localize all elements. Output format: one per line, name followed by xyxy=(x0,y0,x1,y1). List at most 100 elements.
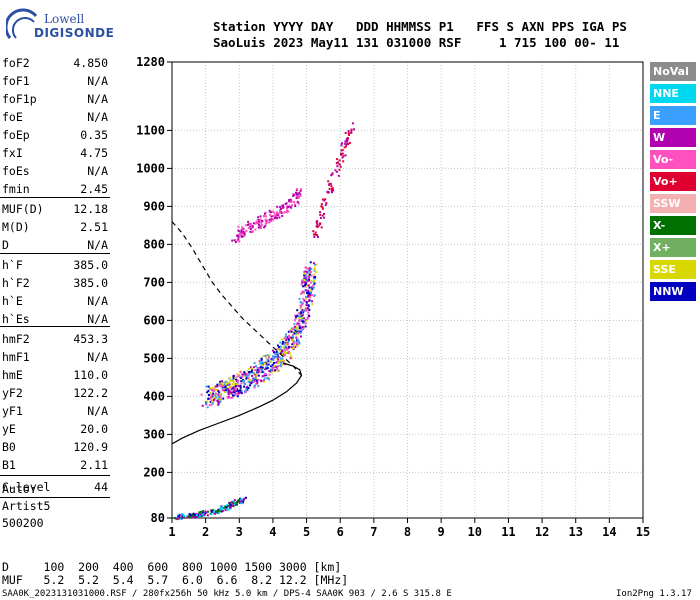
echo-pixel xyxy=(308,286,311,289)
echo-pixel xyxy=(240,230,243,233)
echo-pixel xyxy=(293,203,296,206)
echo-pixel xyxy=(251,369,253,372)
echo-pixel xyxy=(226,391,229,393)
echo-pixel xyxy=(256,381,259,384)
echo-pixel xyxy=(279,357,282,360)
echo-pixel xyxy=(233,391,236,394)
echo-pixel xyxy=(316,220,319,223)
echo-pixel xyxy=(278,346,281,348)
echo-pixel xyxy=(237,233,240,236)
echo-pixel xyxy=(322,207,324,210)
echo-pixel xyxy=(197,514,200,517)
param-row-foes: foEs N/A xyxy=(2,164,108,182)
echo-pixel xyxy=(215,510,218,513)
param-label: MUF(D) xyxy=(2,202,44,216)
echo-pixel xyxy=(344,154,347,157)
echo-pixel xyxy=(294,329,297,332)
x-tick-label: 6 xyxy=(337,525,344,539)
echo-pixel xyxy=(299,314,302,317)
echo-pixel xyxy=(255,220,258,223)
echo-pixel xyxy=(255,221,258,224)
echo-pixel xyxy=(269,211,272,214)
echo-pixel xyxy=(272,218,275,221)
echo-pixel xyxy=(207,385,210,388)
legend-item-vo-: Vo- xyxy=(650,150,696,169)
echo-pixel xyxy=(220,393,223,396)
echo-pixel xyxy=(260,224,263,227)
echo-pixel xyxy=(304,307,307,310)
echo-pixel xyxy=(211,394,214,397)
echo-pixel xyxy=(211,388,214,391)
echo-pixel xyxy=(278,360,281,363)
x-tick-label: 13 xyxy=(568,525,582,539)
echo-pixel xyxy=(295,340,298,343)
echo-pixel xyxy=(287,337,290,340)
legend-item-x-: X+ xyxy=(650,238,696,257)
echo-pixel xyxy=(347,143,350,145)
param-label: foF1 xyxy=(2,74,30,88)
echo-pixel xyxy=(177,515,180,518)
echo-pixel xyxy=(279,209,282,212)
echo-pixel xyxy=(258,223,260,226)
echo-pixel xyxy=(217,511,220,514)
echo-pixel xyxy=(264,356,267,359)
echo-pixel xyxy=(350,131,353,134)
echo-pixel xyxy=(227,395,230,398)
echo-pixel xyxy=(241,501,244,504)
echo-pixel xyxy=(205,401,208,404)
echo-pixel xyxy=(232,375,235,378)
echo-pixel xyxy=(300,311,303,314)
echo-pixel xyxy=(229,380,232,383)
echo-pixel xyxy=(285,351,288,354)
param-row-yf1: yF1 N/A xyxy=(2,404,108,422)
echo-pixel xyxy=(313,282,316,285)
echo-pixel xyxy=(254,377,257,379)
param-label: fxI xyxy=(2,146,23,160)
header-labels: Station YYYY DAY DDD HHMMSS P1 FFS S AXN… xyxy=(213,19,627,34)
echo-pixel xyxy=(289,346,292,348)
echo-pixel xyxy=(245,388,248,391)
echo-pixel xyxy=(239,371,242,374)
echo-pixel xyxy=(287,334,290,337)
echo-pixel xyxy=(262,361,265,364)
echo-pixel xyxy=(230,391,233,394)
echo-pixel xyxy=(276,217,278,220)
echo-pixel xyxy=(232,505,235,508)
echo-pixel xyxy=(264,212,266,215)
electron-density-profile-curve xyxy=(171,362,303,445)
echo-pixel xyxy=(348,133,350,136)
echo-pixel xyxy=(346,138,349,141)
echo-pixel xyxy=(219,380,222,383)
x-tick-label: 14 xyxy=(602,525,616,539)
echo-pixel xyxy=(338,163,341,166)
echo-pixel xyxy=(243,497,246,500)
echo-pixel xyxy=(224,386,227,389)
echo-pixel xyxy=(347,132,350,135)
echo-pixel xyxy=(199,510,202,513)
echo-pixel xyxy=(247,374,250,377)
legend-item-noval: NoVal xyxy=(650,62,696,81)
echo-pixel xyxy=(296,327,299,330)
x-tick-label: 11 xyxy=(501,525,515,539)
echo-pixel xyxy=(353,128,355,131)
legend-item-w: W xyxy=(650,128,696,147)
logo-digisonde-text: DIGISONDE xyxy=(34,26,115,40)
echo-pixel xyxy=(187,515,190,518)
echo-pixel xyxy=(289,352,291,355)
echo-pixel xyxy=(253,372,256,375)
echo-pixel xyxy=(217,389,220,392)
echo-pixel xyxy=(308,309,311,312)
echo-pixel xyxy=(319,213,322,216)
echo-pixel xyxy=(293,332,296,335)
param-row-h-f: h`F 385.0 xyxy=(2,258,108,276)
y-tick-label: 200 xyxy=(143,465,165,479)
x-tick-label: 1 xyxy=(168,525,175,539)
echo-pixel xyxy=(282,355,285,357)
echo-pixel xyxy=(233,389,236,392)
param-value: 2.11 xyxy=(80,458,108,472)
echo-pixel xyxy=(224,505,227,508)
param-value: 4.75 xyxy=(80,146,108,160)
x-tick-label: 8 xyxy=(404,525,411,539)
echo-pixel xyxy=(232,381,235,384)
param-row-hmf1: hmF1 N/A xyxy=(2,350,108,368)
